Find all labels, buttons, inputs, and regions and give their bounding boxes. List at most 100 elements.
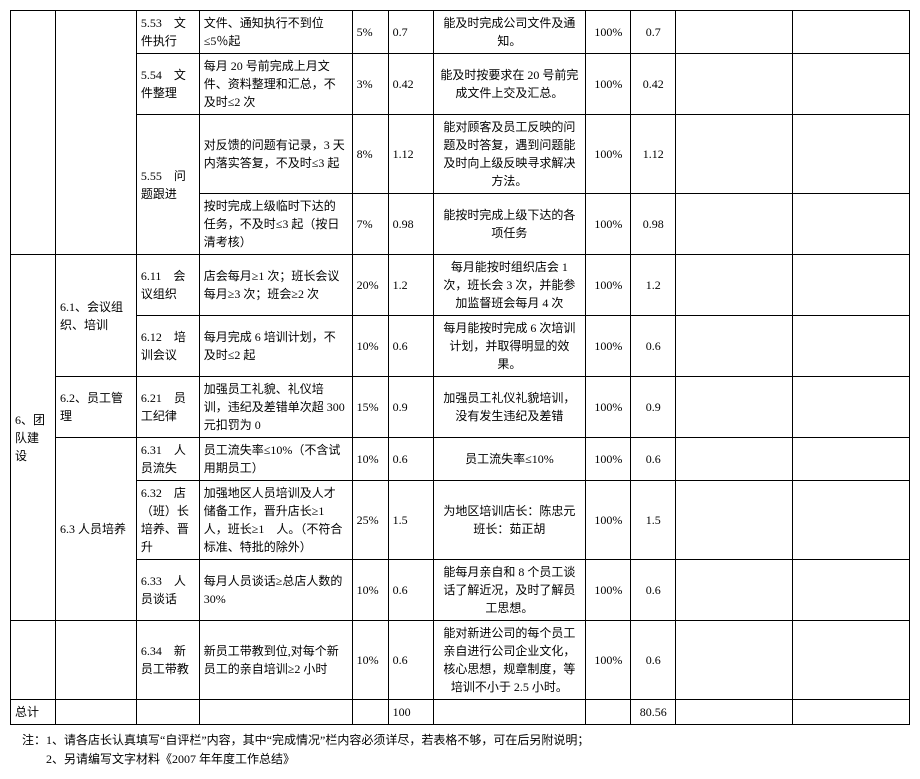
cell-c11	[793, 316, 910, 377]
cell-c5: 10%	[352, 560, 388, 621]
table-row: 6.12 培训会议每月完成 6 培训计划，不及时≤2 起10%0.6每月能按时完…	[11, 316, 910, 377]
cell-c7: 能按时完成上级下达的各项任务	[433, 194, 586, 255]
cell-c5: 5%	[352, 11, 388, 54]
cell-c9: 0.6	[631, 316, 676, 377]
cell-c9: 0.6	[631, 438, 676, 481]
cell-c2: 6.3 人员培养	[55, 438, 136, 621]
table-row: 5.55 问题跟进对反馈的问题有记录，3 天内落实答复，不及时≤3 起8%1.1…	[11, 115, 910, 194]
cell-c8	[586, 700, 631, 725]
cell-c10	[676, 54, 793, 115]
cell-c7	[433, 700, 586, 725]
cell-c3: 6.21 员工纪律	[136, 377, 199, 438]
cell-c9: 80.56	[631, 700, 676, 725]
cell-c3: 6.34 新员工带教	[136, 621, 199, 700]
cell-c8: 100%	[586, 54, 631, 115]
cell-c10	[676, 481, 793, 560]
assessment-table: 5.53 文件执行文件、通知执行不到位≤5％起5%0.7能及时完成公司文件及通知…	[10, 10, 910, 725]
cell-c10	[676, 255, 793, 316]
cell-c3: 6.11 会议组织	[136, 255, 199, 316]
cell-c1: 总计	[11, 700, 56, 725]
cell-c3: 6.12 培训会议	[136, 316, 199, 377]
cell-c10	[676, 377, 793, 438]
cell-c10	[676, 194, 793, 255]
cell-c6: 0.6	[388, 621, 433, 700]
table-row: 总计 100 80.56	[11, 700, 910, 725]
cell-c8: 100%	[586, 255, 631, 316]
cell-c10	[676, 438, 793, 481]
cell-c10	[676, 621, 793, 700]
cell-c5: 10%	[352, 621, 388, 700]
cell-c7: 能每月亲自和 8 个员工谈话了解近况，及时了解员工思想。	[433, 560, 586, 621]
cell-c3: 6.33 人员谈话	[136, 560, 199, 621]
cell-c4: 文件、通知执行不到位≤5％起	[199, 11, 352, 54]
cell-c4	[199, 700, 352, 725]
cell-c7: 加强员工礼仪礼貌培训，没有发生违纪及差错	[433, 377, 586, 438]
cell-c6: 100	[388, 700, 433, 725]
cell-c11	[793, 560, 910, 621]
cell-c11	[793, 54, 910, 115]
cell-c4: 加强地区人员培训及人才储备工作，晋升店长≥1 人，班长≥1 人。（不符合标准、特…	[199, 481, 352, 560]
cell-c5: 3%	[352, 54, 388, 115]
cell-c4: 对反馈的问题有记录，3 天内落实答复，不及时≤3 起	[199, 115, 352, 194]
cell-c2	[55, 621, 136, 700]
cell-c8: 100%	[586, 560, 631, 621]
cell-c11	[793, 115, 910, 194]
cell-c4: 加强员工礼貌、礼仪培训，违纪及差错单次超 300 元扣罚为 0	[199, 377, 352, 438]
cell-c9: 0.6	[631, 560, 676, 621]
cell-c5: 8%	[352, 115, 388, 194]
cell-c1	[11, 621, 56, 700]
cell-c4: 每月完成 6 培训计划，不及时≤2 起	[199, 316, 352, 377]
cell-c11	[793, 438, 910, 481]
table-row: 6.2、员工管理6.21 员工纪律加强员工礼貌、礼仪培训，违纪及差错单次超 30…	[11, 377, 910, 438]
cell-c6: 0.7	[388, 11, 433, 54]
cell-c5: 20%	[352, 255, 388, 316]
cell-c9: 1.2	[631, 255, 676, 316]
table-row: 6、团队建设6.1、会议组织、培训6.11 会议组织店会每月≥1 次；班长会议每…	[11, 255, 910, 316]
table-row: 5.53 文件执行文件、通知执行不到位≤5％起5%0.7能及时完成公司文件及通知…	[11, 11, 910, 54]
cell-c11	[793, 11, 910, 54]
cell-c3	[136, 700, 199, 725]
cell-c2	[55, 11, 136, 255]
cell-c9: 0.7	[631, 11, 676, 54]
cell-c6: 0.6	[388, 316, 433, 377]
cell-c9: 0.98	[631, 194, 676, 255]
cell-c8: 100%	[586, 115, 631, 194]
cell-c5: 15%	[352, 377, 388, 438]
cell-c7: 每月能按时完成 6 次培训计划，并取得明显的效果。	[433, 316, 586, 377]
cell-c6: 0.6	[388, 438, 433, 481]
table-row: 5.54 文件整理每月 20 号前完成上月文件、资料整理和汇总，不及时≤2 次3…	[11, 54, 910, 115]
cell-c8: 100%	[586, 481, 631, 560]
cell-c4: 每月 20 号前完成上月文件、资料整理和汇总，不及时≤2 次	[199, 54, 352, 115]
cell-c5	[352, 700, 388, 725]
cell-c5: 25%	[352, 481, 388, 560]
notes-prefix: 注：	[22, 733, 46, 747]
table-row: 6.32 店（班）长培养、晋升加强地区人员培训及人才储备工作，晋升店长≥1 人，…	[11, 481, 910, 560]
cell-c3: 5.54 文件整理	[136, 54, 199, 115]
cell-c5: 10%	[352, 438, 388, 481]
cell-c10	[676, 11, 793, 54]
notes-line2: 2、另请编写文字材料《2007 年年度工作总结》	[46, 752, 295, 766]
cell-c9: 0.6	[631, 621, 676, 700]
cell-c7: 能对新进公司的每个员工亲自进行公司企业文化，核心思想，规章制度，等培训不小于 2…	[433, 621, 586, 700]
cell-c7: 能及时完成公司文件及通知。	[433, 11, 586, 54]
cell-c6: 0.98	[388, 194, 433, 255]
cell-c10	[676, 316, 793, 377]
cell-c4: 每月人员谈话≥总店人数的 30%	[199, 560, 352, 621]
cell-c11	[793, 481, 910, 560]
cell-c5: 10%	[352, 316, 388, 377]
cell-c6: 0.42	[388, 54, 433, 115]
cell-c4: 新员工带教到位,对每个新员工的亲自培训≥2 小时	[199, 621, 352, 700]
cell-c3: 6.31 人员流失	[136, 438, 199, 481]
cell-c6: 1.12	[388, 115, 433, 194]
cell-c11	[793, 255, 910, 316]
table-row: 6.33 人员谈话每月人员谈话≥总店人数的 30%10% 0.6 能每月亲自和 8 …	[11, 560, 910, 621]
cell-c4: 店会每月≥1 次；班长会议每月≥3 次；班会≥2 次	[199, 255, 352, 316]
cell-c4: 按时完成上级临时下达的任务，不及时≤3 起（按日清考核）	[199, 194, 352, 255]
cell-c6: 1.5	[388, 481, 433, 560]
cell-c10	[676, 115, 793, 194]
cell-c4: 员工流失率≤10%（不含试用期员工）	[199, 438, 352, 481]
cell-c7: 能对顾客及员工反映的问题及时答复，遇到问题能及时向上级反映寻求解决方法。	[433, 115, 586, 194]
cell-c6: 1.2	[388, 255, 433, 316]
footer-notes: 注：1、请各店长认真填写“自评栏”内容，其中“完成情况”栏内容必须详尽，若表格不…	[10, 731, 910, 769]
cell-c1	[11, 11, 56, 255]
